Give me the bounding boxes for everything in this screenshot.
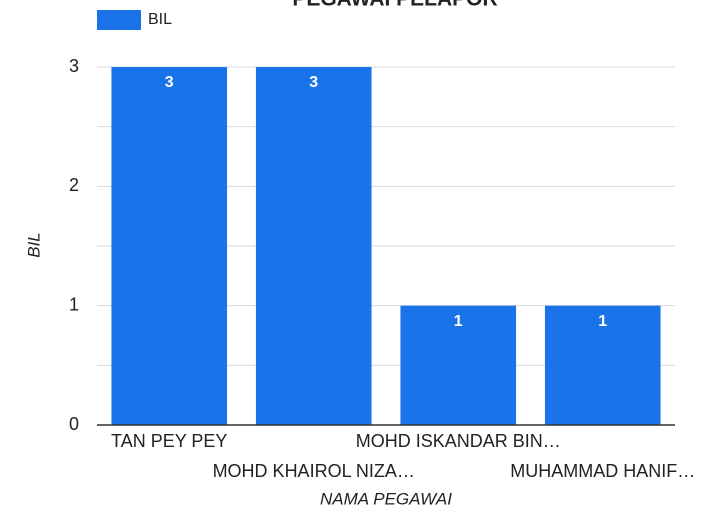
- y-tick-label: 3: [69, 56, 79, 76]
- legend-label: BIL: [148, 11, 172, 28]
- y-tick-label: 0: [69, 414, 79, 434]
- y-tick-label: 1: [69, 294, 79, 314]
- value-label: 1: [454, 313, 463, 330]
- x-tick-label: MUHAMMAD HANIF…: [510, 461, 695, 481]
- x-tick-label: MOHD ISKANDAR BIN…: [356, 431, 561, 451]
- value-label: 3: [309, 74, 318, 91]
- legend-swatch: [97, 10, 141, 30]
- value-label: 1: [598, 313, 607, 330]
- x-axis-label: NAMA PEGAWAI: [320, 489, 452, 508]
- chart-title: PEGAWAI PELAPOR: [292, 0, 497, 11]
- value-label: 3: [165, 74, 174, 91]
- bar: [400, 305, 517, 425]
- bar: [111, 67, 228, 425]
- bar: [255, 67, 372, 425]
- x-tick-label: MOHD KHAIROL NIZA…: [213, 461, 415, 481]
- y-tick-label: 2: [69, 175, 79, 195]
- x-tick-label: TAN PEY PEY: [111, 431, 227, 451]
- bar: [544, 305, 661, 425]
- y-axis-label: BIL: [24, 232, 43, 258]
